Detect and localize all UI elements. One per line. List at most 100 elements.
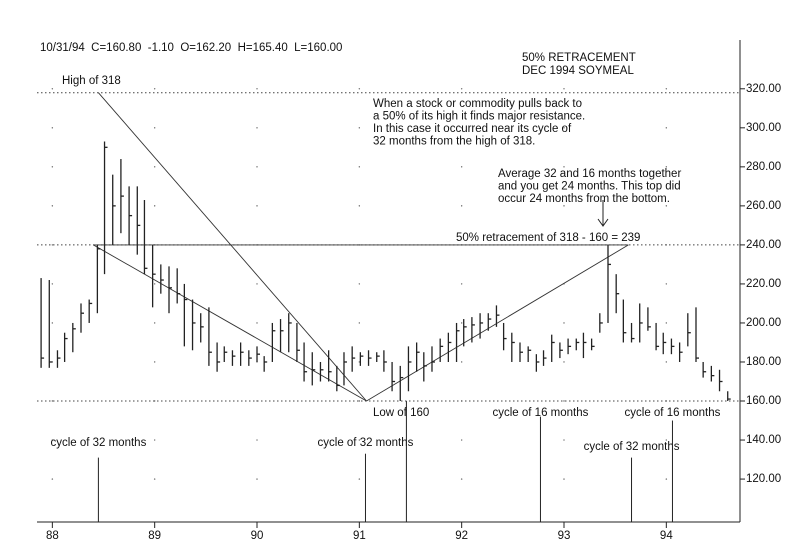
grid-dot: [460, 283, 463, 285]
grid-dot: [256, 205, 258, 207]
grid-dot: [460, 439, 463, 441]
grid-dot: [256, 478, 258, 480]
grid-dot: [460, 322, 463, 324]
grid-dot: [256, 127, 258, 129]
grid-dot: [51, 478, 54, 480]
grid-dot: [665, 88, 668, 90]
x-tick-label: 91: [353, 530, 366, 542]
y-tick-label: 160.00: [746, 395, 781, 407]
annotation: Average 32 and 16 months together: [498, 168, 681, 180]
grid-dot: [51, 283, 54, 285]
grid-dot: [563, 439, 565, 441]
grid-dot: [256, 439, 258, 441]
y-tick-label: 320.00: [746, 83, 781, 95]
cycle-label: cycle of 32 months: [318, 437, 414, 449]
grid-dot: [153, 88, 156, 90]
grid-dot: [665, 205, 668, 207]
grid-dot: [665, 166, 668, 168]
y-tick-label: 260.00: [746, 200, 781, 212]
grid-dot: [665, 127, 668, 129]
grid-dot: [460, 88, 463, 90]
grid-dot: [256, 88, 258, 90]
grid-dot: [358, 127, 361, 129]
x-tick-label: 89: [148, 530, 161, 542]
grid-dot: [153, 361, 156, 363]
annotation: and you get 24 months. This top did: [498, 181, 681, 193]
grid-dot: [51, 400, 54, 402]
y-tick-label: 140.00: [746, 434, 781, 446]
grid-dot: [51, 244, 54, 246]
grid-dot: [153, 127, 156, 129]
grid-dot: [665, 322, 668, 324]
y-tick-label: 240.00: [746, 239, 781, 251]
grid-dot: [358, 478, 361, 480]
annotation: In this case it occurred near its cycle …: [373, 123, 572, 135]
grid-dot: [358, 400, 361, 402]
x-tick-label: 90: [251, 530, 264, 542]
grid-dot: [665, 439, 668, 441]
chart-title: 50% RETRACEMENT: [522, 52, 636, 64]
grid-dot: [51, 127, 54, 129]
x-tick-label: 94: [660, 530, 673, 542]
arrow-head: [597, 218, 609, 227]
grid-dot: [256, 283, 258, 285]
grid-dot: [51, 205, 54, 207]
grid-dot: [460, 361, 463, 363]
grid-dot: [563, 88, 565, 90]
grid-dot: [358, 361, 361, 363]
grid-dot: [51, 439, 54, 441]
grid-dot: [153, 478, 156, 480]
grid-dot: [153, 283, 156, 285]
y-tick-label: 200.00: [746, 317, 781, 329]
grid-dot: [563, 127, 565, 129]
y-tick-label: 120.00: [746, 473, 781, 485]
annotation: When a stock or commodity pulls back to: [373, 98, 582, 110]
grid-dot: [563, 400, 565, 402]
grid-dot: [358, 166, 361, 168]
grid-dot: [153, 322, 156, 324]
grid-dot: [51, 322, 54, 324]
x-tick-label: 88: [46, 530, 59, 542]
grid-dot: [460, 478, 463, 480]
cycle-label: cycle of 32 months: [50, 437, 146, 449]
cycle-label: cycle of 16 months: [493, 407, 589, 419]
y-tick-label: 280.00: [746, 161, 781, 173]
grid-dot: [256, 166, 258, 168]
grid-dot: [256, 322, 258, 324]
grid-dot: [460, 205, 463, 207]
grid-dot: [563, 166, 565, 168]
annotation: High of 318: [62, 75, 121, 87]
y-tick-label: 180.00: [746, 356, 781, 368]
grid-dot: [563, 361, 565, 363]
trend-line: [366, 244, 629, 402]
annotation: 32 months from the high of 318.: [373, 136, 535, 148]
grid-dot: [665, 283, 668, 285]
x-tick-label: 93: [558, 530, 571, 542]
cycle-label: cycle of 16 months: [625, 407, 721, 419]
trend-line: [98, 92, 367, 402]
grid-dot: [665, 361, 668, 363]
grid-dot: [358, 439, 361, 441]
grid-dot: [358, 205, 361, 207]
y-tick-label: 220.00: [746, 278, 781, 290]
header: 10/31/94 C=160.80 -1.10 O=162.20 H=165.4…: [40, 42, 342, 54]
grid-dot: [460, 127, 463, 129]
cycle-label: cycle of 32 months: [584, 441, 680, 453]
grid-dot: [51, 88, 54, 90]
grid-dot: [153, 205, 156, 207]
grid-dot: [51, 166, 54, 168]
grid-dot: [665, 478, 668, 480]
grid-dot: [358, 88, 361, 90]
grid-dot: [460, 166, 463, 168]
annotation: occur 24 months from the bottom.: [498, 193, 670, 205]
grid-dot: [358, 322, 361, 324]
grid-dot: [153, 439, 156, 441]
annotation: Low of 160: [373, 407, 429, 419]
annotation: a 50% of its high it finds major resista…: [373, 111, 585, 123]
grid-dot: [563, 478, 565, 480]
chart-subtitle: DEC 1994 SOYMEAL: [522, 65, 634, 77]
y-tick-label: 300.00: [746, 122, 781, 134]
grid-dot: [563, 205, 565, 207]
